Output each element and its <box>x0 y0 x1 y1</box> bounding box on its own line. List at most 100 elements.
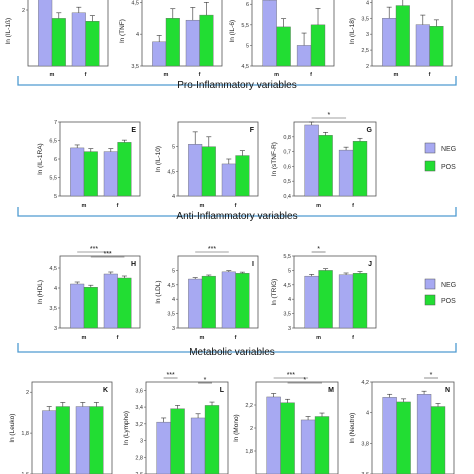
bar-neg-f <box>221 163 236 197</box>
y-tick-label: 0,7 <box>283 150 291 156</box>
bar-pos-m <box>83 287 98 329</box>
bar-pos-m <box>170 408 185 474</box>
y-tick-label: 5,5 <box>49 176 57 182</box>
y-tick-label: 2,2 <box>245 403 253 409</box>
bar-pos-m <box>201 146 216 197</box>
bar-pos-f <box>310 24 326 67</box>
y-tick-label: 6 <box>246 2 249 8</box>
panel-letter-M: M <box>328 387 334 394</box>
bar-pos-f <box>314 416 330 474</box>
x-category-m: m <box>50 72 55 78</box>
bar-pos-f <box>89 406 104 474</box>
y-axis-label: ln (Leuko) <box>9 414 16 443</box>
y-tick-label: 3 <box>288 326 291 332</box>
y-tick-label: 2 <box>366 64 369 70</box>
legend-row2: NEG POS <box>424 142 456 172</box>
panel-D: 2 2,5 3 3,5 4 ln (IL-18) m f <box>349 0 453 78</box>
y-tick-label: 4 <box>172 297 175 303</box>
y-tick-label: 6,5 <box>49 139 57 145</box>
group-label-metabolic: Metabolic variables <box>189 347 275 358</box>
legend-label-pos: POS <box>441 298 456 305</box>
bar-neg-f <box>416 394 432 474</box>
panel-letter-N: N <box>445 387 450 394</box>
y-tick-label: 5,5 <box>283 254 291 260</box>
y-tick-label: 4,2 <box>361 380 369 386</box>
y-tick-label: 5 <box>172 268 175 274</box>
significance-marker: *** <box>287 372 295 379</box>
y-tick-label: 3,2 <box>135 422 143 428</box>
y-tick-label: 2 <box>26 390 29 396</box>
y-tick-label: 0,6 <box>283 164 291 170</box>
y-tick-label: 4,5 <box>241 64 249 70</box>
y-tick-label: 1,8 <box>21 431 29 437</box>
y-axis-label: ln (TNF) <box>119 19 126 43</box>
bar-neg-f <box>185 19 200 67</box>
bar-neg-m <box>382 18 397 67</box>
bar-neg-m <box>156 421 171 474</box>
bar-pos-m <box>280 402 295 474</box>
panel-I: 3 3,5 4 4,5 5 ln (LDL) m f *** I <box>155 246 259 341</box>
bar-pos-m <box>51 18 66 67</box>
panel-frame <box>31 381 113 474</box>
y-tick-label: 2 <box>250 426 253 432</box>
legend-swatch-neg <box>424 278 436 290</box>
y-axis-label: ln (Mono) <box>233 414 240 441</box>
panel-A: 2 ln (IL-1ß) m f <box>5 0 109 78</box>
x-category-f: f <box>199 72 201 78</box>
panel-letter-E: E <box>131 127 136 134</box>
bar-pos-f <box>430 406 446 474</box>
bar-neg-m <box>188 278 203 329</box>
panel-letter-H: H <box>131 261 136 268</box>
x-category-m: m <box>316 203 321 209</box>
bar-pos-m <box>318 270 333 329</box>
group-bracket-metabolic: Metabolic variables <box>17 343 457 358</box>
y-tick-label: 4 <box>136 32 139 38</box>
bar-neg-f <box>103 151 118 197</box>
y-tick-label: 3,5 <box>283 312 291 318</box>
legend-swatch-pos <box>424 160 436 172</box>
y-tick-label: 4 <box>172 194 175 200</box>
bar-pos-f <box>199 14 214 67</box>
bar-neg-m <box>382 397 397 474</box>
x-category-f: f <box>352 335 354 341</box>
y-tick-label: 4,5 <box>167 169 175 175</box>
panel-letter-K: K <box>103 387 108 394</box>
y-tick-label: 2,5 <box>361 48 369 54</box>
y-tick-label: 1,6 <box>21 472 29 474</box>
y-tick-label: 1,8 <box>245 449 253 455</box>
x-category-f: f <box>235 335 237 341</box>
bar-pos-f <box>235 155 250 197</box>
significance-marker: *** <box>90 246 98 253</box>
panel-frame <box>177 121 259 197</box>
bar-pos-m <box>276 26 291 67</box>
y-axis-label: ln (HDL) <box>37 280 44 304</box>
panel-J: 3 3,5 4 4,5 5 5,5 ln (TRIG) m f * J <box>271 246 377 341</box>
y-tick-label: 3,5 <box>49 306 57 312</box>
y-tick-label: 0,8 <box>283 135 291 141</box>
y-axis-label: ln (LDL) <box>155 280 162 303</box>
panel-frame <box>293 255 377 329</box>
y-tick-label: 4,5 <box>167 283 175 289</box>
x-category-m: m <box>200 203 205 209</box>
bar-pos-m <box>83 151 98 197</box>
significance-marker: *** <box>208 246 216 253</box>
y-tick-label: 4,5 <box>49 266 57 272</box>
panel-F: 4 4,5 5 ln (IL-10) m f F <box>155 121 259 209</box>
panel-H: 3 3,5 4 4,5 ln (HDL) m f *** *** H <box>37 246 141 341</box>
panel-E: 5 5,5 6 6,5 7 ln (IL-1RA) m f E <box>37 120 141 209</box>
bar-pos-m <box>201 275 216 329</box>
x-category-m: m <box>82 203 87 209</box>
y-tick-label: 2 <box>22 8 25 14</box>
y-tick-label: 5 <box>172 145 175 151</box>
x-category-m: m <box>164 72 169 78</box>
panel-frame <box>141 0 223 67</box>
bar-neg-f <box>338 149 354 197</box>
panel-frame <box>59 255 141 329</box>
y-tick-label: 5 <box>288 268 291 274</box>
significance-marker: * <box>317 246 320 253</box>
significance-marker: * <box>204 377 207 384</box>
significance-marker: * <box>303 377 306 384</box>
bar-pos-f <box>85 21 100 67</box>
x-category-f: f <box>85 72 87 78</box>
x-category-m: m <box>274 72 279 78</box>
